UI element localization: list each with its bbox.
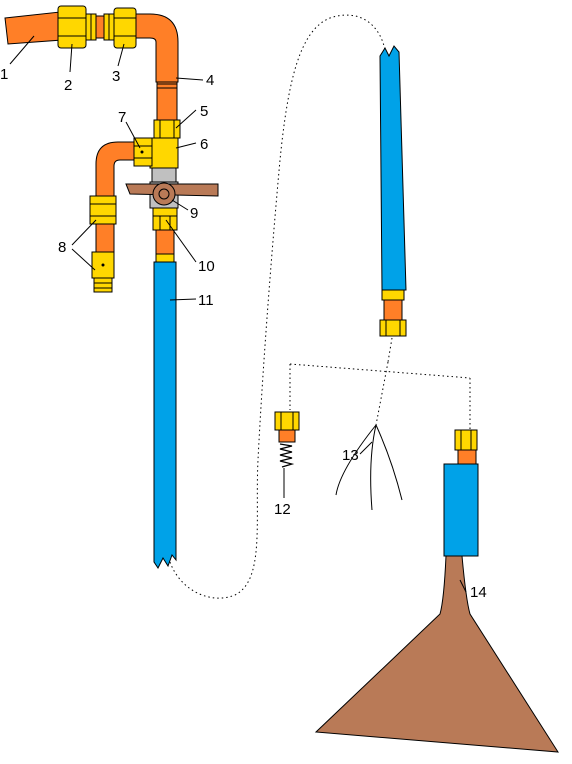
branch-fittings-8 (89, 195, 117, 293)
label-10: 10 (198, 258, 215, 275)
label-13: 13 (342, 447, 359, 464)
label-2: 2 (64, 77, 72, 94)
label-7: 7 (118, 109, 126, 126)
blue-hose-right (379, 45, 407, 337)
blue-hose-left (153, 261, 177, 569)
label-9: 9 (190, 205, 198, 222)
label-11: 11 (198, 292, 214, 309)
tee-upper-nut (153, 119, 181, 139)
copper-supply-pipe (4, 11, 179, 123)
valve-handle (125, 182, 219, 206)
compression-fitting-3 (103, 7, 137, 49)
valve-lower-fitting (152, 207, 178, 263)
attachment-options-dotted (289, 337, 471, 430)
water-spray (335, 424, 403, 511)
spring-nozzle-attachment (274, 411, 300, 468)
label-3: 3 (112, 68, 120, 85)
label-14: 14 (470, 584, 487, 601)
compression-fitting-2 (57, 5, 97, 49)
label-8: 8 (58, 239, 66, 256)
leader-lines (9, 35, 467, 593)
label-5: 5 (200, 103, 208, 120)
callout-labels: 1 2 3 4 5 6 7 8 9 10 11 12 13 14 (0, 66, 487, 601)
funnel-attachment (314, 429, 559, 753)
label-12: 12 (274, 501, 291, 518)
tee-fitting (149, 137, 179, 169)
label-4: 4 (206, 72, 214, 89)
label-6: 6 (200, 136, 208, 153)
label-1: 1 (0, 66, 8, 83)
hose-continuation-dotted (169, 14, 386, 599)
